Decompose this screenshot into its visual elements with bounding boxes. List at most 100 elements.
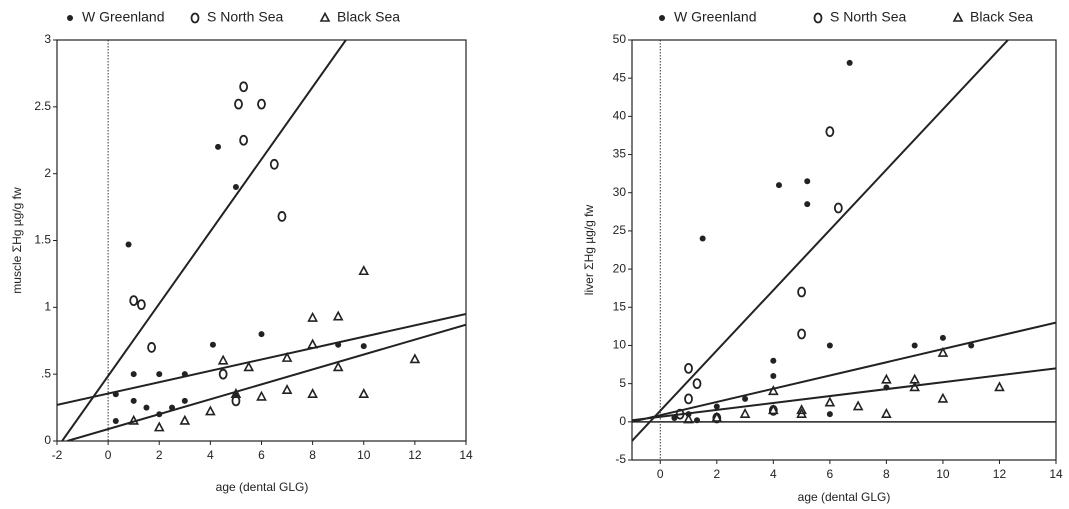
y-tick-label: -5 xyxy=(615,452,626,466)
point xyxy=(796,404,807,415)
point xyxy=(217,354,229,365)
point xyxy=(711,411,723,422)
y-tick-label: 5 xyxy=(619,376,626,390)
fit-line xyxy=(632,367,1056,422)
legend-label: S North Sea xyxy=(207,9,283,25)
point xyxy=(804,178,811,185)
point xyxy=(358,265,370,276)
point xyxy=(269,158,279,170)
legend-label: W Greenland xyxy=(674,9,756,25)
point xyxy=(881,407,892,418)
x-axis-label: age (dental GLG) xyxy=(798,490,891,504)
point xyxy=(332,361,344,372)
y-tick-label: 1 xyxy=(44,300,51,314)
point xyxy=(218,368,228,380)
point xyxy=(234,98,243,110)
point xyxy=(230,388,242,399)
y-tick-label: 20 xyxy=(613,261,627,275)
y-tick-label: 25 xyxy=(613,223,627,237)
point xyxy=(804,201,811,208)
point xyxy=(147,342,156,353)
x-tick-label: 0 xyxy=(105,448,112,462)
point xyxy=(239,134,249,146)
point xyxy=(694,417,701,424)
point xyxy=(675,408,685,420)
point xyxy=(852,400,864,411)
point xyxy=(232,184,239,191)
point xyxy=(130,397,137,404)
point xyxy=(181,397,188,404)
y-tick-label: 0 xyxy=(44,433,51,447)
point xyxy=(684,393,693,405)
plot-area xyxy=(632,40,1056,460)
point xyxy=(797,286,806,298)
y-axis-label: muscle ΣHg µg/g fw xyxy=(10,187,24,294)
point xyxy=(775,182,782,189)
point xyxy=(881,373,892,384)
point xyxy=(846,59,853,66)
y-tick-label: 0 xyxy=(619,414,626,428)
point xyxy=(257,98,266,110)
fit-line xyxy=(57,313,466,406)
point xyxy=(937,392,949,403)
x-tick-label: 12 xyxy=(408,448,422,462)
x-tick-label: 6 xyxy=(827,467,834,481)
point xyxy=(939,334,946,341)
point xyxy=(143,404,150,411)
point xyxy=(258,331,265,338)
point xyxy=(156,411,163,418)
x-tick-label: 2 xyxy=(713,467,720,481)
y-tick-label: 35 xyxy=(613,147,627,161)
x-tick-label: 4 xyxy=(207,448,214,462)
x-tick-label: 8 xyxy=(883,467,890,481)
x-tick-label: 12 xyxy=(993,467,1007,481)
point xyxy=(796,407,807,418)
y-axis-label: liver ΣHg µg/g fw xyxy=(582,204,596,295)
point xyxy=(153,421,165,432)
x-tick-label: 2 xyxy=(156,448,163,462)
point xyxy=(307,388,318,399)
x-tick-label: 6 xyxy=(258,448,265,462)
x-tick-label: 0 xyxy=(657,467,664,481)
point xyxy=(112,417,119,424)
point xyxy=(205,405,216,416)
point xyxy=(825,126,835,138)
y-tick-label: .5 xyxy=(41,366,51,380)
point xyxy=(883,384,890,391)
legend-label: Black Sea xyxy=(337,9,400,25)
plot-frame xyxy=(631,39,1057,461)
point xyxy=(360,343,367,350)
point xyxy=(307,338,318,349)
legend-marker xyxy=(952,11,964,22)
legend-marker xyxy=(319,11,331,22)
point xyxy=(179,414,191,425)
x-tick-label: 10 xyxy=(357,448,371,462)
point xyxy=(156,371,163,378)
point xyxy=(277,211,287,222)
legend-label: S North Sea xyxy=(830,9,906,25)
x-tick-label: 8 xyxy=(309,448,316,462)
point xyxy=(797,328,806,340)
point xyxy=(937,346,949,357)
legend-marker xyxy=(67,15,73,21)
point xyxy=(335,341,342,348)
point xyxy=(209,341,216,348)
point xyxy=(130,371,137,378)
y-tick-label: 2 xyxy=(44,166,51,180)
point xyxy=(243,361,255,372)
x-tick-label: 14 xyxy=(1049,467,1063,481)
point xyxy=(770,373,777,379)
point xyxy=(826,411,833,418)
x-axis-label: age (dental GLG) xyxy=(216,480,309,494)
point xyxy=(281,384,293,395)
x-tick-label: 10 xyxy=(936,467,950,481)
y-tick-label: 10 xyxy=(613,338,627,352)
point xyxy=(699,235,706,242)
point xyxy=(826,342,833,349)
x-tick-label: 4 xyxy=(770,467,777,481)
point xyxy=(911,342,918,349)
y-tick-label: 2.5 xyxy=(34,99,51,113)
y-tick-label: 3 xyxy=(44,32,51,46)
fit-line xyxy=(66,323,466,441)
